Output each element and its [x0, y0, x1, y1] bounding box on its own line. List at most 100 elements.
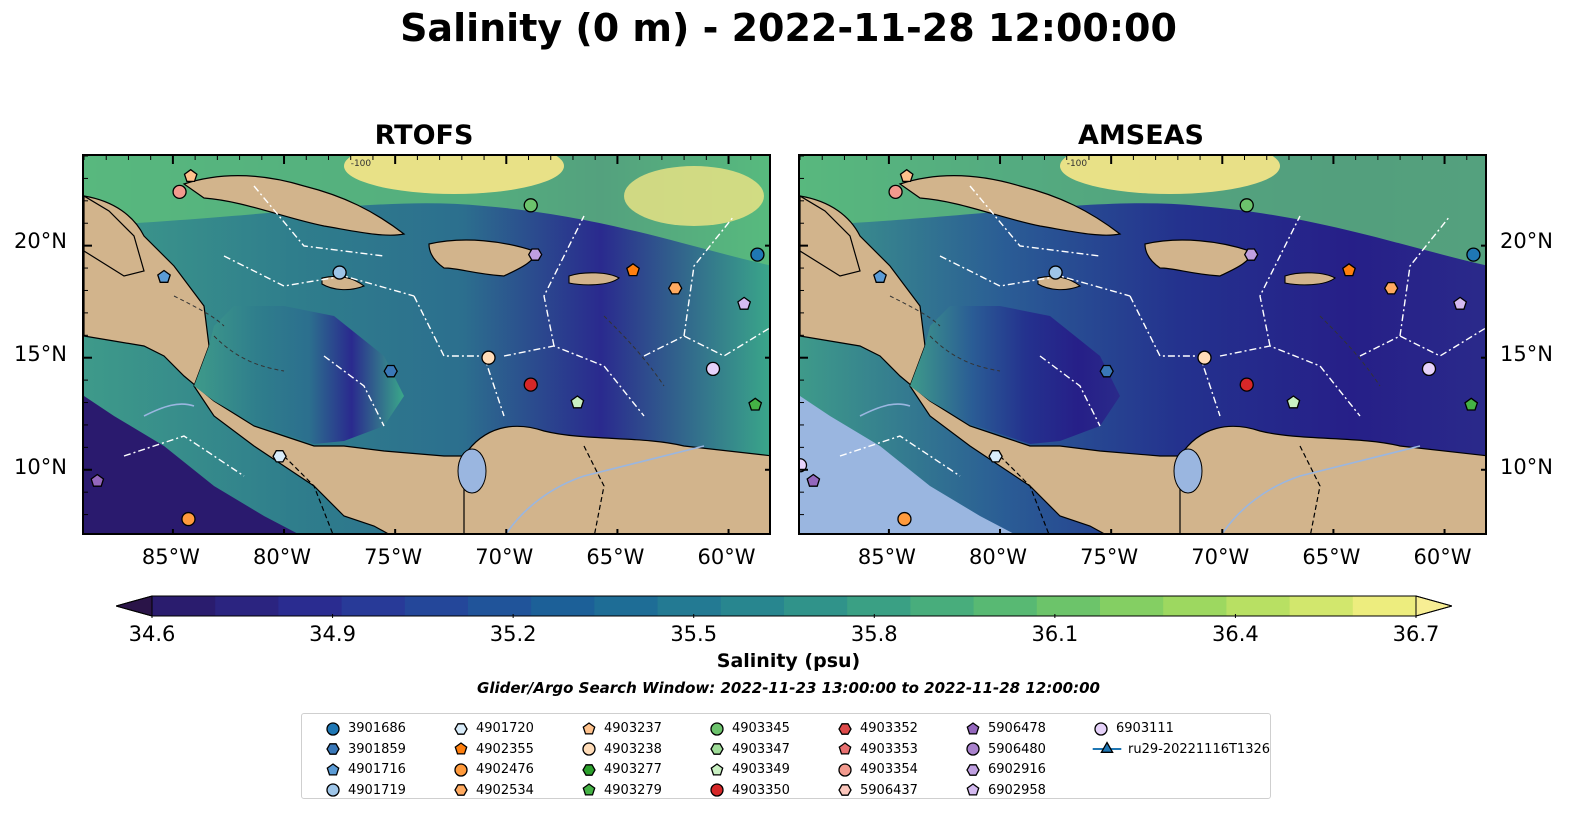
legend-item: 4901716: [324, 759, 406, 780]
platform-marker-4903279: [748, 397, 763, 411]
caribbean-basin: [194, 306, 404, 444]
colorbar-segment: [278, 596, 343, 616]
legend-item: 4902355: [452, 739, 534, 760]
yucatan-land: [800, 195, 861, 277]
colorbar-segment: [404, 596, 469, 616]
national-border: [583, 445, 605, 533]
contour-label: -100: [1067, 159, 1088, 169]
platform-marker-4902476: [181, 511, 196, 527]
lake-maracaibo: [457, 448, 487, 494]
legend-item: 4903277: [580, 759, 662, 780]
colorbar-tick-label: 35.5: [670, 622, 718, 646]
bathymetry-contour: [1319, 315, 1381, 387]
legend-label: 4903349: [732, 762, 790, 777]
legend-label: 4903277: [604, 762, 662, 777]
colorbar-segment: [1289, 596, 1354, 616]
legend-item: 4903279: [580, 780, 662, 801]
x-tick-label: 60°W: [1413, 545, 1472, 569]
legend-item: 4903350: [708, 780, 790, 801]
legend-marker-4902476: [454, 762, 468, 777]
platform-marker-4903238: [481, 350, 496, 365]
legend-marker-6902916: [966, 763, 980, 776]
eez-boundary: [253, 185, 385, 257]
platform-marker-4901719: [332, 265, 347, 280]
legend-item: 6902958: [964, 780, 1046, 801]
puerto-rico-land: [568, 272, 620, 286]
x-tick-label: 70°W: [1191, 545, 1250, 569]
river: [859, 403, 911, 417]
pacific-region: [84, 396, 297, 533]
legend-item: 4903349: [708, 759, 790, 780]
colorbar-segment: [784, 596, 848, 616]
legend-item: 5906478: [964, 718, 1046, 739]
legend-item: 3901859: [324, 739, 406, 760]
legend-label: 3901686: [348, 721, 406, 736]
x-tick-label: 75°W: [1080, 545, 1139, 569]
colorbar-segment: [1163, 596, 1227, 616]
cuba-land: [182, 174, 406, 236]
legend-item: 4903237: [580, 718, 662, 739]
legend-label: 6903111: [1116, 721, 1174, 736]
legend-label: 6902958: [988, 782, 1046, 798]
legend-label: 4902355: [476, 741, 534, 757]
colorbar-segment: [468, 596, 532, 616]
eez-boundary: [413, 295, 505, 417]
bathymetry-contour: [603, 315, 665, 387]
colorbar-segment: [1100, 596, 1164, 616]
legend-label: 4903347: [732, 741, 790, 757]
legend-item: 6903111: [1092, 718, 1174, 739]
eez-boundary: [123, 435, 245, 477]
map-panel-amseas: -100: [798, 154, 1487, 535]
colorbar-extend-high: [1415, 595, 1452, 617]
legend-marker-4901720: [454, 722, 468, 735]
national-border: [999, 455, 1050, 533]
legend-marker-5906437: [838, 784, 852, 796]
colorbar-segment: [594, 596, 659, 616]
legend-marker-4903345: [710, 721, 724, 736]
x-tick-label: 70°W: [475, 545, 534, 569]
legend-label: 4903352: [860, 721, 918, 736]
eez-boundary: [939, 255, 1131, 297]
legend-label: 4903237: [604, 721, 662, 736]
legend-marker-4902534: [454, 784, 468, 796]
colorbar-segment: [1036, 596, 1101, 616]
legend-label: 4903238: [604, 741, 662, 757]
platform-marker-3901859: [1099, 364, 1114, 378]
platform-marker-4902355: [1342, 262, 1356, 277]
x-tick-label: 80°W: [969, 545, 1028, 569]
platform-marker-3901686: [1466, 247, 1481, 262]
platform-marker-4903238: [1197, 350, 1212, 365]
colorbar-tick-label: 34.9: [309, 622, 356, 646]
legend-item: 4903353: [836, 739, 918, 760]
legend-label: 4901720: [476, 721, 534, 736]
eez-boundary: [1259, 215, 1301, 347]
legend-item: 4903345: [708, 718, 790, 739]
national-border: [1299, 445, 1321, 533]
legend-label: 4902476: [476, 762, 534, 777]
yucatan-land: [84, 195, 145, 277]
legend-marker-4903354: [838, 762, 852, 777]
national-border: [283, 455, 334, 533]
max-salinity-patch: [1060, 156, 1280, 194]
platform-marker-6903111: [800, 458, 808, 473]
legend-marker-4903347: [710, 743, 724, 755]
legend-marker-4903279: [582, 783, 596, 796]
legend-item: 5906480: [964, 739, 1046, 760]
y-tick-right-15n: 15°N: [1500, 342, 1553, 366]
x-tick-label: 85°W: [141, 545, 200, 569]
legend-label: 4903353: [860, 741, 918, 757]
cuba-land: [898, 174, 1122, 236]
colorbar-tick-label: 35.8: [850, 622, 898, 646]
max-salinity-patch-east: [624, 166, 764, 226]
legend-label: 4902534: [476, 782, 534, 798]
platform-marker-4901719: [1048, 265, 1063, 280]
colorbar-extend-low: [116, 595, 153, 617]
platform-marker-4903345: [1239, 198, 1254, 213]
platform-marker-4903350: [1239, 377, 1254, 392]
legend-item: 4903238: [580, 739, 662, 760]
platform-marker-4902534: [1383, 281, 1399, 295]
platform-marker-6902958: [1453, 296, 1468, 310]
platform-marker-4903350: [523, 377, 538, 392]
platform-marker-4903349: [570, 395, 585, 409]
eez-boundary: [503, 345, 645, 417]
